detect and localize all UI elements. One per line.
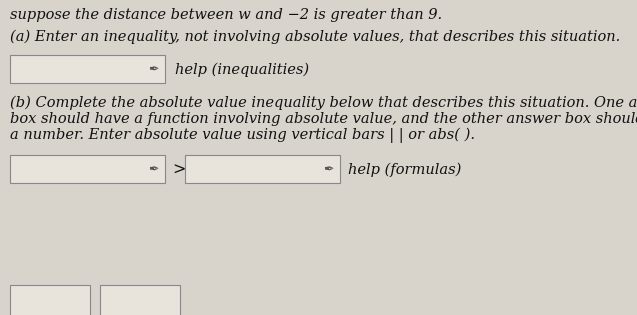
FancyBboxPatch shape xyxy=(10,285,90,315)
Text: help (inequalities): help (inequalities) xyxy=(175,63,309,77)
Text: (a) Enter an inequality, not involving absolute values, that describes this situ: (a) Enter an inequality, not involving a… xyxy=(10,30,620,44)
Text: ✒: ✒ xyxy=(148,163,159,176)
Text: ✒: ✒ xyxy=(148,64,159,77)
Text: help (formulas): help (formulas) xyxy=(348,163,461,177)
FancyBboxPatch shape xyxy=(100,285,180,315)
Text: box should have a function involving absolute value, and the other answer box sh: box should have a function involving abs… xyxy=(10,112,637,126)
FancyBboxPatch shape xyxy=(185,155,340,183)
FancyBboxPatch shape xyxy=(10,155,165,183)
FancyBboxPatch shape xyxy=(10,55,165,83)
Text: ✒: ✒ xyxy=(323,163,334,176)
Text: >: > xyxy=(172,162,185,179)
Text: a number. Enter absolute value using vertical bars | | or abs( ).: a number. Enter absolute value using ver… xyxy=(10,128,475,143)
Text: (b) Complete the absolute value inequality below that describes this situation. : (b) Complete the absolute value inequali… xyxy=(10,96,637,110)
Text: suppose the distance between w and −2 is greater than 9.: suppose the distance between w and −2 is… xyxy=(10,8,442,22)
